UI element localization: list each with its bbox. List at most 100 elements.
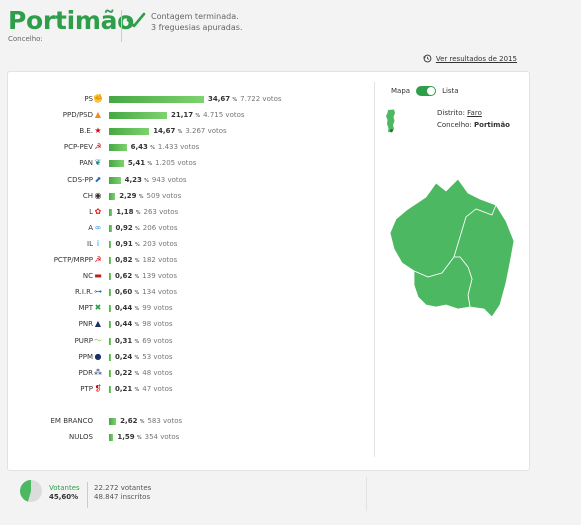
row-label: NULOS [69,433,93,441]
result-votes: 69 votos [142,336,173,345]
party-row[interactable]: PCTP/MRPP ☭ 0,82 % 182 votos [8,253,368,267]
row-label: CH [82,191,93,200]
result-votes: 139 votos [142,272,177,281]
result-value: 0,82 % 182 votos [115,256,177,264]
result-bar [109,434,114,441]
footer-divider [87,482,88,508]
row-label: IL [87,239,93,248]
parishes-status: 3 freguesias apuradas. [151,23,243,32]
district-label: Distrito: [437,109,465,117]
portugal-locator-icon [386,109,395,133]
party-row[interactable]: PCP-PEV ☭ 6,43 % 1.433 votos [8,140,368,154]
result-value: 0,60 % 134 votos [115,288,177,296]
council-map[interactable] [388,177,518,322]
result-votes: 1.433 votos [157,143,200,152]
result-percent: 0,60 [115,288,133,297]
party-row[interactable]: PPD/PSD ▲ 21,17 % 4.715 votos [8,108,368,122]
party-logo-icon: ▲ [94,110,102,120]
council-label: Concelho: [437,121,472,129]
result-votes: 206 votos [142,223,178,232]
voters-count: 22.272 votantes [94,484,152,492]
result-percent: 0,24 [115,352,133,361]
result-value: 1,18 % 263 votos [116,208,178,216]
turnout-footer: Votantes 45,60% 22.272 votantes 48.847 i… [7,474,528,514]
row-label: PAN [79,159,93,168]
percent-sign: % [177,129,183,136]
party-row[interactable]: NC ▬ 0,62 % 139 votos [8,269,368,283]
percent-sign: % [232,97,238,103]
result-bar [109,385,111,393]
voters-percent: 45,60% [49,493,79,501]
party-row[interactable]: R.I.R. ⊶ 0,60 % 134 votos [8,285,368,299]
row-label: PTP [80,384,93,393]
party-row[interactable]: L ✿ 1,18 % 263 votos [8,205,368,219]
row-label: L [89,207,93,216]
row-label: A [88,223,93,232]
row-label: PDR [78,368,93,377]
result-bar [109,240,112,248]
party-row[interactable]: CDS-PP ⬈ 4,23 % 943 votos [8,173,368,187]
party-row[interactable]: PAN ❦ 5,41 % 1.205 votos [8,156,368,170]
checkmark-icon [126,12,146,28]
other-row[interactable]: EM BRANCO 2,62 % 583 votos [8,414,368,428]
result-percent: 2,29 [119,191,137,200]
result-value: 4,23 % 943 votos [125,176,187,184]
party-logo-icon: ∞ [94,222,102,232]
previous-results-label: Ver resultados de 2015 [435,54,517,63]
party-logo-icon: ⊶ [94,287,102,297]
result-votes: 98 votos [142,320,173,329]
party-row[interactable]: PDR ⁂ 0,22 % 48 votos [8,366,368,380]
registered-count: 48.847 inscritos [94,493,151,501]
view-toggle[interactable]: Mapa Lista [391,86,459,96]
turnout-slice [20,480,31,502]
party-row[interactable]: PNR ▲ 0,44 % 98 votos [8,317,368,331]
footer-divider-right [366,477,367,511]
percent-sign: % [134,370,140,377]
percent-sign: % [134,290,140,297]
result-value: 14,67 % 3.267 votos [153,127,227,135]
voters-label: Votantes [49,484,80,492]
result-votes: 583 votos [147,416,183,425]
party-row[interactable]: MPT ✖ 0,44 % 99 votos [8,301,368,315]
result-percent: 1,18 [116,207,134,216]
count-status: Contagem terminada. [151,12,239,21]
result-percent: 1,59 [117,433,135,441]
party-row[interactable]: CH ◉ 2,29 % 509 votos [8,189,368,203]
header-divider [121,10,122,42]
result-value: 0,21 % 47 votos [115,385,173,393]
result-votes: 48 votos [142,368,173,377]
row-label: MPT [78,304,93,313]
toggle-switch[interactable] [416,86,437,96]
party-row[interactable]: IL i 0,91 % 203 votos [8,237,368,251]
council-info: Concelho: Portimão [437,121,510,129]
row-label: PCTP/MRPP [53,256,93,264]
party-row[interactable]: PS ✊ 34,67 % 7.722 votos [8,92,368,106]
other-row[interactable]: NULOS 1,59 % 354 votos [8,430,368,444]
result-bar [109,353,111,361]
toggle-map-label[interactable]: Mapa [391,87,411,95]
party-row[interactable]: B.E. ★ 14,67 % 3.267 votos [8,124,368,138]
result-value: 1,59 % 354 votos [117,433,179,441]
previous-results-link[interactable]: Ver resultados de 2015 [423,54,517,63]
row-label: PCP-PEV [63,143,93,152]
percent-sign: % [139,418,145,425]
result-bar [109,337,111,345]
party-logo-icon: ☭ [94,255,102,264]
party-row[interactable]: PPM ● 0,24 % 53 votos [8,350,368,364]
row-label: B.E. [79,127,93,136]
row-label: PPM [78,352,93,361]
district-link[interactable]: Faro [467,109,482,117]
result-percent: 5,41 [127,159,146,168]
result-votes: 509 votos [146,191,182,200]
result-votes: 99 votos [142,304,173,313]
toggle-list-label[interactable]: Lista [442,87,459,95]
percent-sign: % [138,193,144,200]
row-label: PS [84,95,93,103]
result-percent: 0,92 [115,223,133,232]
result-value: 0,44 % 99 votos [115,304,173,312]
party-row[interactable]: PURP ～ 0,31 % 69 votos [8,334,368,348]
result-value: 0,62 % 139 votos [115,272,177,280]
party-row[interactable]: PTP ❡ 0,21 % 47 votos [8,382,368,396]
party-row[interactable]: A ∞ 0,92 % 206 votos [8,221,368,235]
percent-sign: % [134,258,140,264]
